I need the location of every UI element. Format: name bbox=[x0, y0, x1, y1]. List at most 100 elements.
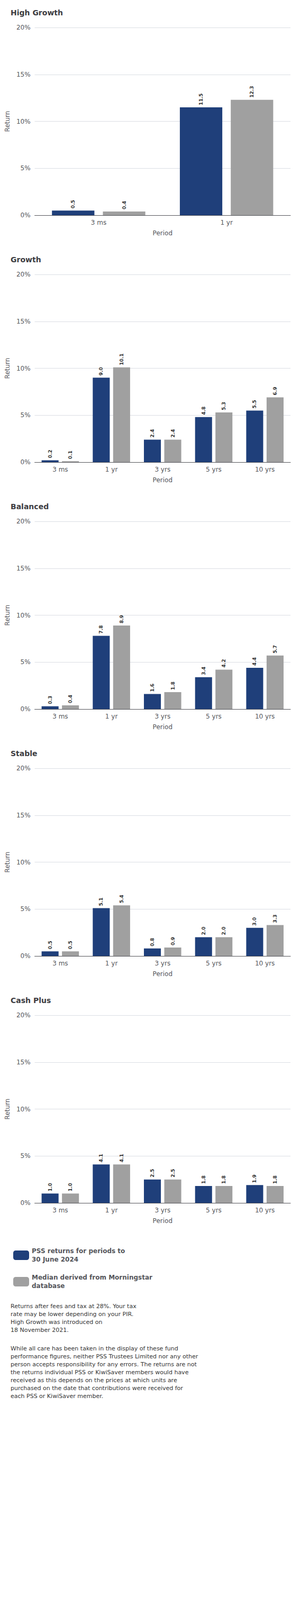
svg-text:1.8: 1.8 bbox=[201, 1176, 207, 1185]
svg-text:0.3: 0.3 bbox=[47, 696, 53, 705]
svg-text:20%: 20% bbox=[16, 517, 31, 526]
svg-text:1.6: 1.6 bbox=[149, 684, 156, 693]
svg-text:4.2: 4.2 bbox=[221, 659, 227, 668]
svg-text:Return: Return bbox=[3, 111, 12, 133]
svg-text:5.1: 5.1 bbox=[98, 898, 104, 907]
svg-text:15%: 15% bbox=[16, 565, 31, 573]
svg-text:database: database bbox=[31, 1283, 66, 1291]
svg-text:15%: 15% bbox=[16, 812, 31, 820]
svg-text:1 yr: 1 yr bbox=[105, 466, 118, 474]
svg-text:High Growth: High Growth bbox=[10, 8, 63, 17]
svg-text:0%: 0% bbox=[20, 705, 31, 714]
svg-text:Balanced: Balanced bbox=[10, 502, 49, 512]
svg-text:10 yrs: 10 yrs bbox=[255, 466, 275, 474]
svg-text:10%: 10% bbox=[16, 859, 31, 867]
svg-text:Period: Period bbox=[152, 229, 173, 238]
svg-text:5.3: 5.3 bbox=[221, 402, 227, 411]
svg-text:Cash Plus: Cash Plus bbox=[10, 996, 51, 1006]
svg-text:15%: 15% bbox=[16, 70, 31, 79]
svg-text:20%: 20% bbox=[16, 270, 31, 279]
svg-text:1.0: 1.0 bbox=[47, 1183, 53, 1193]
svg-text:15%: 15% bbox=[16, 1059, 31, 1067]
svg-text:person accepts responsibility: person accepts responsibility for any er… bbox=[10, 1361, 198, 1369]
svg-text:3 ms: 3 ms bbox=[52, 1207, 68, 1215]
svg-text:10 yrs: 10 yrs bbox=[255, 1207, 275, 1215]
svg-text:1 yr: 1 yr bbox=[105, 960, 118, 968]
svg-text:10%: 10% bbox=[16, 365, 31, 373]
svg-text:Stable: Stable bbox=[10, 749, 38, 759]
svg-text:0.8: 0.8 bbox=[149, 938, 156, 948]
svg-text:3 ms: 3 ms bbox=[52, 713, 68, 721]
svg-text:3.0: 3.0 bbox=[251, 917, 258, 927]
svg-text:30 June 2024: 30 June 2024 bbox=[31, 1256, 79, 1265]
svg-text:3 ms: 3 ms bbox=[91, 219, 107, 227]
svg-text:High Growth was introduced on: High Growth was introduced on bbox=[10, 1319, 103, 1327]
svg-text:Period: Period bbox=[152, 476, 173, 485]
svg-text:0.4: 0.4 bbox=[121, 201, 127, 210]
svg-text:2.5: 2.5 bbox=[170, 1169, 176, 1179]
svg-text:1 yr: 1 yr bbox=[105, 1207, 118, 1215]
svg-text:5 yrs: 5 yrs bbox=[205, 960, 222, 968]
svg-text:10%: 10% bbox=[16, 117, 31, 126]
svg-text:Return: Return bbox=[3, 605, 12, 627]
svg-text:received as this depends on th: received as this depends on the prices a… bbox=[10, 1377, 178, 1385]
svg-text:rate may be lower depending on: rate may be lower depending on your PIR. bbox=[10, 1311, 134, 1319]
svg-text:2.5: 2.5 bbox=[149, 1169, 156, 1179]
svg-text:10.1: 10.1 bbox=[119, 353, 125, 366]
svg-text:5 yrs: 5 yrs bbox=[205, 713, 222, 721]
svg-text:10%: 10% bbox=[16, 1106, 31, 1114]
svg-text:4.8: 4.8 bbox=[201, 406, 207, 416]
svg-text:purchased on the date that con: purchased on the date that contributions… bbox=[10, 1385, 184, 1393]
svg-text:3 yrs: 3 yrs bbox=[154, 1207, 171, 1215]
svg-text:3 yrs: 3 yrs bbox=[154, 466, 171, 474]
svg-text:5.7: 5.7 bbox=[272, 645, 278, 654]
svg-text:0.5: 0.5 bbox=[67, 941, 74, 950]
svg-text:5%: 5% bbox=[20, 658, 31, 667]
svg-text:10 yrs: 10 yrs bbox=[255, 960, 275, 968]
svg-text:0.2: 0.2 bbox=[47, 449, 53, 459]
svg-text:0%: 0% bbox=[20, 952, 31, 961]
svg-text:3 ms: 3 ms bbox=[52, 960, 68, 968]
svg-text:performance figures, neither P: performance figures, neither PSS Trustee… bbox=[10, 1353, 199, 1361]
svg-text:Return: Return bbox=[3, 852, 12, 874]
svg-text:5%: 5% bbox=[20, 905, 31, 914]
svg-text:3.4: 3.4 bbox=[201, 667, 207, 676]
svg-text:Period: Period bbox=[152, 723, 173, 732]
svg-text:10 yrs: 10 yrs bbox=[255, 713, 275, 721]
svg-text:1.8: 1.8 bbox=[221, 1176, 227, 1185]
svg-text:20%: 20% bbox=[16, 765, 31, 773]
svg-text:12.3: 12.3 bbox=[249, 85, 255, 98]
svg-text:1.0: 1.0 bbox=[67, 1183, 74, 1193]
svg-text:2.4: 2.4 bbox=[149, 429, 156, 438]
svg-text:3 yrs: 3 yrs bbox=[154, 713, 171, 721]
svg-text:0%: 0% bbox=[20, 1200, 31, 1208]
svg-text:Period: Period bbox=[152, 1217, 173, 1226]
svg-text:Period: Period bbox=[152, 970, 173, 979]
svg-text:1.8: 1.8 bbox=[170, 682, 176, 691]
svg-text:4.1: 4.1 bbox=[98, 1154, 104, 1163]
svg-text:PSS returns for periods to: PSS returns for periods to bbox=[31, 1248, 125, 1256]
svg-text:Returns after fees and tax at: Returns after fees and tax at 28%. Your … bbox=[10, 1303, 137, 1311]
svg-text:2.4: 2.4 bbox=[170, 429, 176, 438]
svg-text:0%: 0% bbox=[20, 458, 31, 467]
svg-text:0.5: 0.5 bbox=[70, 200, 76, 209]
svg-text:3 yrs: 3 yrs bbox=[154, 960, 171, 968]
svg-text:1.9: 1.9 bbox=[251, 1175, 258, 1184]
svg-text:15%: 15% bbox=[16, 317, 31, 326]
svg-text:10%: 10% bbox=[16, 612, 31, 620]
svg-text:4.4: 4.4 bbox=[251, 657, 258, 667]
svg-text:0.5: 0.5 bbox=[47, 941, 53, 950]
svg-text:Growth: Growth bbox=[10, 255, 42, 265]
svg-text:0%: 0% bbox=[20, 211, 31, 220]
svg-text:5%: 5% bbox=[20, 164, 31, 172]
svg-text:8.9: 8.9 bbox=[119, 615, 125, 624]
svg-text:4.1: 4.1 bbox=[119, 1154, 125, 1163]
svg-text:20%: 20% bbox=[16, 23, 31, 32]
svg-text:While all care has been taken: While all care has been taken in the dis… bbox=[10, 1346, 179, 1353]
svg-text:0.4: 0.4 bbox=[67, 695, 74, 704]
svg-text:0.9: 0.9 bbox=[170, 937, 176, 947]
svg-text:5%: 5% bbox=[20, 1152, 31, 1161]
svg-text:Median derived from Morningsta: Median derived from Morningstar bbox=[31, 1274, 153, 1283]
svg-text:1 yr: 1 yr bbox=[105, 713, 118, 721]
svg-text:20%: 20% bbox=[16, 1012, 31, 1020]
